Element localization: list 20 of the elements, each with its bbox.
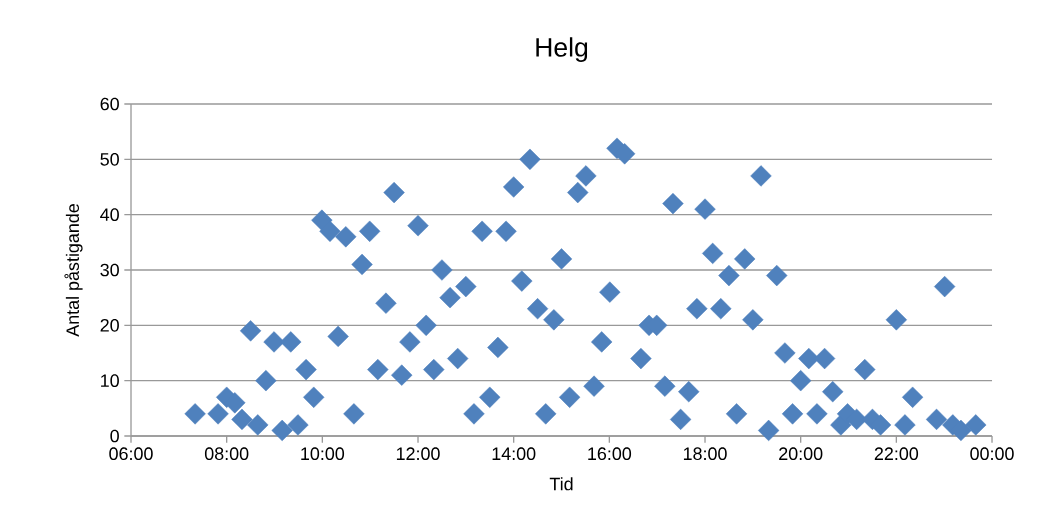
y-tick-label: 0: [110, 429, 119, 443]
x-tick-label: 12:00: [396, 447, 440, 461]
y-tick-label: 60: [100, 97, 119, 111]
y-tick-label: 10: [101, 374, 119, 388]
x-axis-title: Tid: [549, 477, 573, 491]
x-tick-label: 16:00: [588, 447, 632, 461]
chart-title: Helg: [536, 37, 588, 63]
x-tick-label: 14:00: [492, 447, 536, 461]
x-tick-label: 20:00: [779, 447, 823, 461]
x-tick-label: 06:00: [109, 447, 153, 461]
x-tick-label: 18:00: [683, 447, 727, 461]
x-tick-label: 00:00: [970, 447, 1014, 461]
x-tick-label: 08:00: [204, 447, 249, 461]
x-tick-label: 10:00: [301, 447, 345, 461]
y-tick-label: 20: [100, 318, 119, 332]
y-tick-label: 50: [100, 152, 119, 166]
y-tick-label: 40: [100, 208, 119, 222]
y-tick-label: 30: [100, 263, 119, 277]
y-axis-title: Antal påstigande: [64, 204, 83, 337]
x-tick-label: 22:00: [874, 447, 919, 461]
